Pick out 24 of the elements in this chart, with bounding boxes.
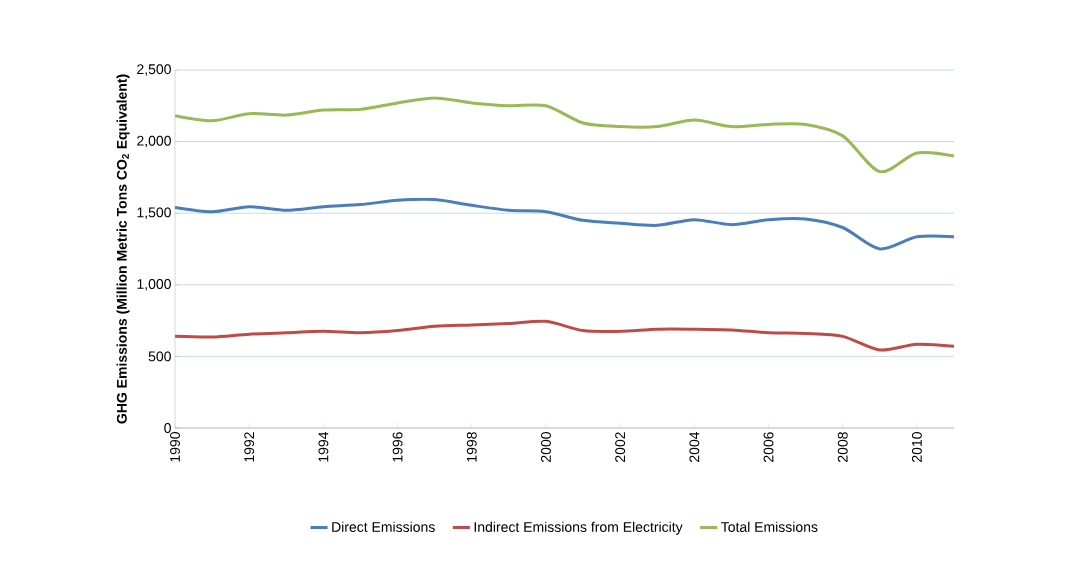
y-tick-label: 2,000 <box>137 135 171 148</box>
legend-label: Indirect Emissions from Electricity <box>474 521 683 535</box>
line-series <box>175 319 954 352</box>
y-axis-title: GHG Emissions (Million Metric Tons CO$_{2}$ Equivalent) <box>116 74 130 424</box>
y-tick-label: 0 <box>164 423 171 433</box>
x-tick-label: 2000 <box>540 432 551 462</box>
x-tick-label: 1990 <box>170 432 180 462</box>
x-tick-label: 2006 <box>763 432 774 462</box>
legend-label: Direct Emissions <box>332 521 435 532</box>
y-tick-label: 1,000 <box>137 278 171 291</box>
x-tick-label: 2008 <box>837 432 848 462</box>
x-tick-label: 2002 <box>615 432 626 462</box>
x-tick-label: 2004 <box>689 431 700 462</box>
x-tick-label: 1992 <box>244 432 255 462</box>
line-series <box>175 197 954 251</box>
line-series <box>175 96 954 174</box>
x-tick-label: 1994 <box>318 431 329 462</box>
y-tick-label: 2,500 <box>137 64 171 76</box>
x-tick-label: 1996 <box>392 432 403 462</box>
y-tick-label: 1,500 <box>137 207 171 219</box>
x-tick-label: 2010 <box>911 432 922 462</box>
y-tick-label: 500 <box>148 351 171 362</box>
legend-label: Total Emissions <box>721 521 818 532</box>
x-tick-label: 1998 <box>466 432 477 462</box>
